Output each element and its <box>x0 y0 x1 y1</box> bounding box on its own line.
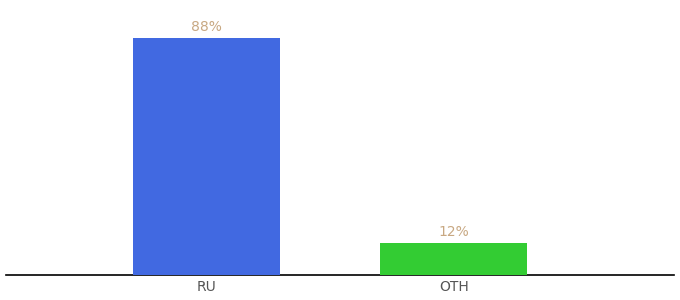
Text: 88%: 88% <box>191 20 222 34</box>
Bar <box>380 243 527 275</box>
Text: 12%: 12% <box>439 224 469 239</box>
Bar <box>133 38 279 275</box>
